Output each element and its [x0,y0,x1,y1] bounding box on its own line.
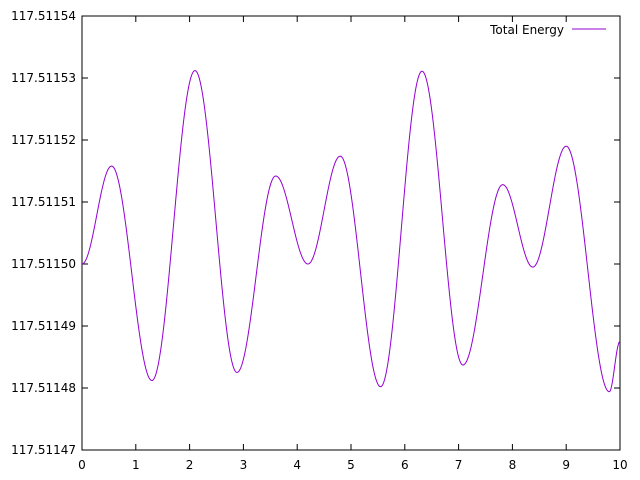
x-tick-label: 7 [455,458,463,472]
y-tick-label: 117.51152 [11,133,76,147]
x-tick-label: 8 [509,458,517,472]
x-tick-label: 2 [186,458,194,472]
y-tick-label: 117.51150 [11,257,76,271]
x-axis-ticks: 0 1 2 3 4 5 6 7 8 9 10 [78,16,628,472]
x-tick-label: 0 [78,458,86,472]
y-tick-label: 117.51153 [11,71,76,85]
x-tick-label: 10 [612,458,627,472]
plot-frame [81,15,621,451]
legend-label-total-energy: Total Energy [489,23,564,37]
y-tick-label: 117.51154 [11,9,76,23]
y-tick-label: 117.51148 [11,381,76,395]
x-tick-label: 6 [401,458,409,472]
x-tick-label: 9 [562,458,570,472]
y-tick-label: 117.51147 [11,443,76,457]
y-tick-label: 117.51149 [11,319,76,333]
x-tick-label: 5 [347,458,355,472]
y-tick-label: 117.51151 [11,195,76,209]
series-line-total-energy [81,70,621,393]
x-tick-label: 1 [132,458,140,472]
series-layer [81,70,621,393]
x-tick-label: 4 [293,458,301,472]
legend: Total Energy [489,23,606,37]
x-tick-label: 3 [240,458,248,472]
y-axis-ticks: 117.51147 117.51148 117.51149 117.51150 117.… [11,9,620,457]
